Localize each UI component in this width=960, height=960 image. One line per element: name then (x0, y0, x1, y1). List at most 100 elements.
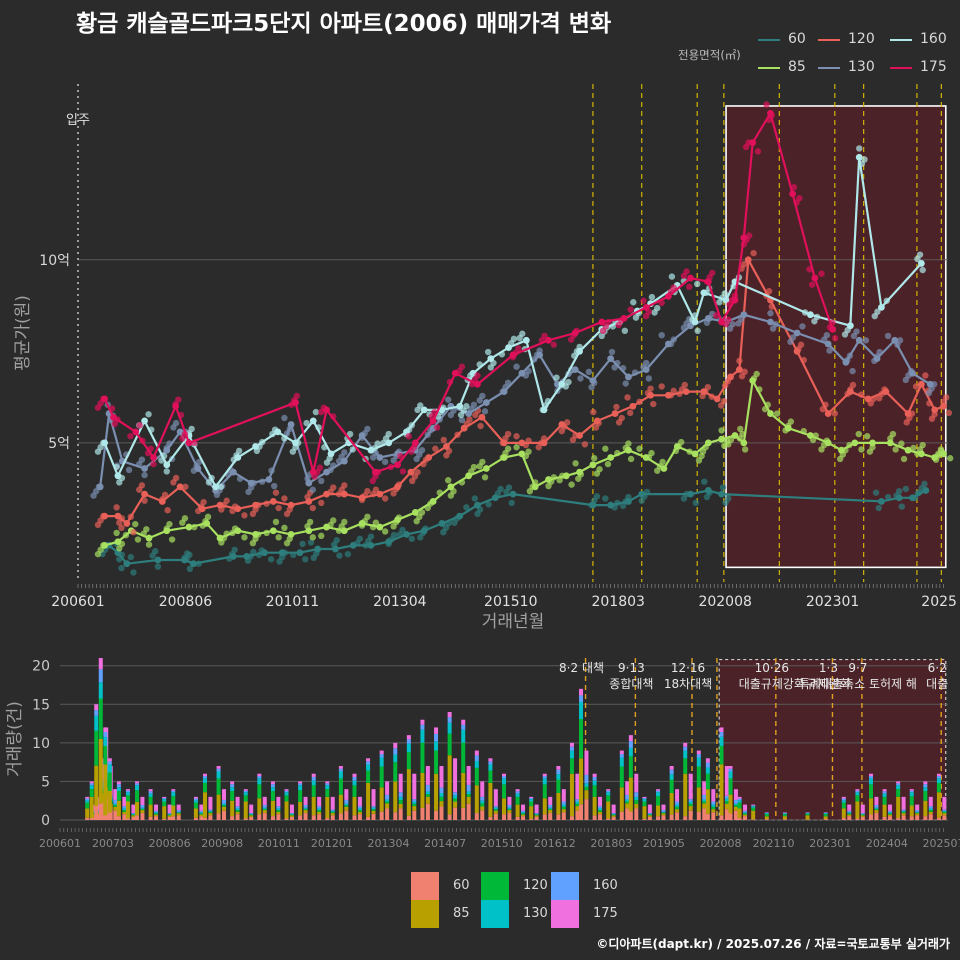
bar-segment (534, 814, 539, 816)
series-point-130 (194, 465, 202, 472)
bar-segment (366, 758, 371, 762)
bar-segment (249, 813, 254, 814)
series-point-85 (305, 527, 313, 535)
bar-segment (611, 814, 616, 816)
scatter-point (853, 328, 860, 335)
bar-segment (235, 811, 240, 815)
bar-segment (357, 811, 362, 815)
bar-segment (131, 804, 136, 814)
bar-segment (847, 804, 852, 811)
series-point-175 (642, 303, 650, 311)
bar-segment (249, 816, 254, 820)
bar-segment (569, 816, 574, 820)
bar-segment (542, 814, 547, 820)
scatter-point (481, 474, 489, 481)
bar-segment (928, 808, 933, 811)
policy-label: 9·7 (848, 661, 867, 675)
series-point-120 (882, 388, 890, 395)
bar-segment (480, 810, 485, 820)
bar-segment (222, 799, 227, 804)
scatter-point (945, 409, 953, 417)
bar-segment (575, 803, 580, 807)
bar-segment (154, 813, 159, 815)
scatter-point (200, 498, 207, 506)
bar-segment (171, 789, 176, 791)
scatter-point (596, 466, 603, 473)
bar-segment (683, 773, 688, 817)
bar-segment (534, 813, 539, 814)
scatter-point (497, 485, 504, 493)
bar-segment (561, 809, 566, 813)
bar-segment (656, 789, 661, 791)
scatter-point (790, 184, 798, 191)
bar-segment (317, 806, 322, 809)
scatter-point (622, 380, 629, 387)
series-point-130 (287, 421, 295, 428)
series-point-130 (625, 373, 632, 381)
bar-segment (515, 804, 520, 817)
series-point-85 (625, 446, 632, 454)
scatter-point (694, 280, 701, 288)
series-point-130 (793, 329, 801, 337)
bar-segment (393, 748, 398, 755)
bar-segment (298, 783, 303, 786)
scatter-point (440, 436, 447, 444)
bar-segment (167, 814, 172, 816)
bar-segment (235, 808, 240, 811)
scatter-point (704, 383, 712, 391)
bar-segment (874, 810, 879, 814)
bar-segment (371, 807, 376, 810)
y-axis-title: 평균가(원) (13, 295, 33, 371)
bar-segment (303, 810, 308, 814)
bar-segment (303, 813, 308, 820)
scatter-point (919, 441, 926, 449)
bar-segment (176, 815, 181, 820)
bar-segment (860, 816, 865, 820)
series-point-60 (229, 552, 237, 560)
bar-segment (909, 790, 914, 793)
bar-x-tick-label: 202507 (922, 837, 960, 850)
scatter-point (767, 310, 774, 317)
scatter-point (858, 446, 865, 453)
scatter-point (627, 306, 634, 313)
scatter-point (188, 425, 195, 433)
bar-segment (529, 806, 534, 819)
bar-segment (379, 757, 384, 767)
series-point-60 (474, 501, 481, 509)
bar-segment (561, 801, 566, 805)
bar-segment (222, 806, 227, 811)
series-point-160 (722, 296, 730, 304)
scatter-point (636, 445, 643, 452)
scatter-point (458, 363, 466, 370)
scatter-point (741, 446, 749, 453)
bar-segment (936, 776, 941, 779)
bar-segment (453, 758, 458, 793)
bar-segment (162, 798, 167, 800)
bar-segment (669, 814, 674, 820)
bar-segment (488, 758, 493, 762)
bar-segment (628, 811, 633, 820)
series-line-130 (99, 313, 931, 493)
bar-segment (669, 774, 674, 780)
bar-segment (148, 789, 153, 792)
bar-segment (569, 742, 574, 747)
scatter-point (737, 425, 744, 433)
bar-segment (398, 800, 403, 804)
scatter-point (572, 460, 579, 467)
bar-segment (379, 754, 384, 758)
bar-segment (683, 742, 688, 747)
bar-segment (167, 816, 172, 820)
bar-segment (135, 801, 140, 816)
series-point-120 (629, 402, 637, 410)
bar-segment (122, 808, 127, 811)
bar-segment (675, 789, 680, 802)
scatter-point (621, 327, 629, 335)
bar-segment (325, 818, 330, 820)
policy-label-2: 대출 (926, 677, 948, 691)
scatter-point (417, 402, 424, 409)
bar-segment (85, 808, 90, 818)
scatter-point (640, 297, 647, 304)
bar-segment (222, 810, 227, 820)
bar-segment (507, 807, 512, 809)
bar-segment (942, 796, 947, 810)
